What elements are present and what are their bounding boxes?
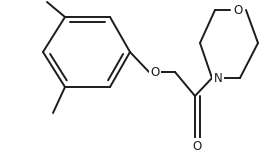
Text: O: O xyxy=(193,140,202,153)
Text: N: N xyxy=(214,71,222,84)
Text: O: O xyxy=(150,66,160,78)
Text: O: O xyxy=(233,4,243,16)
